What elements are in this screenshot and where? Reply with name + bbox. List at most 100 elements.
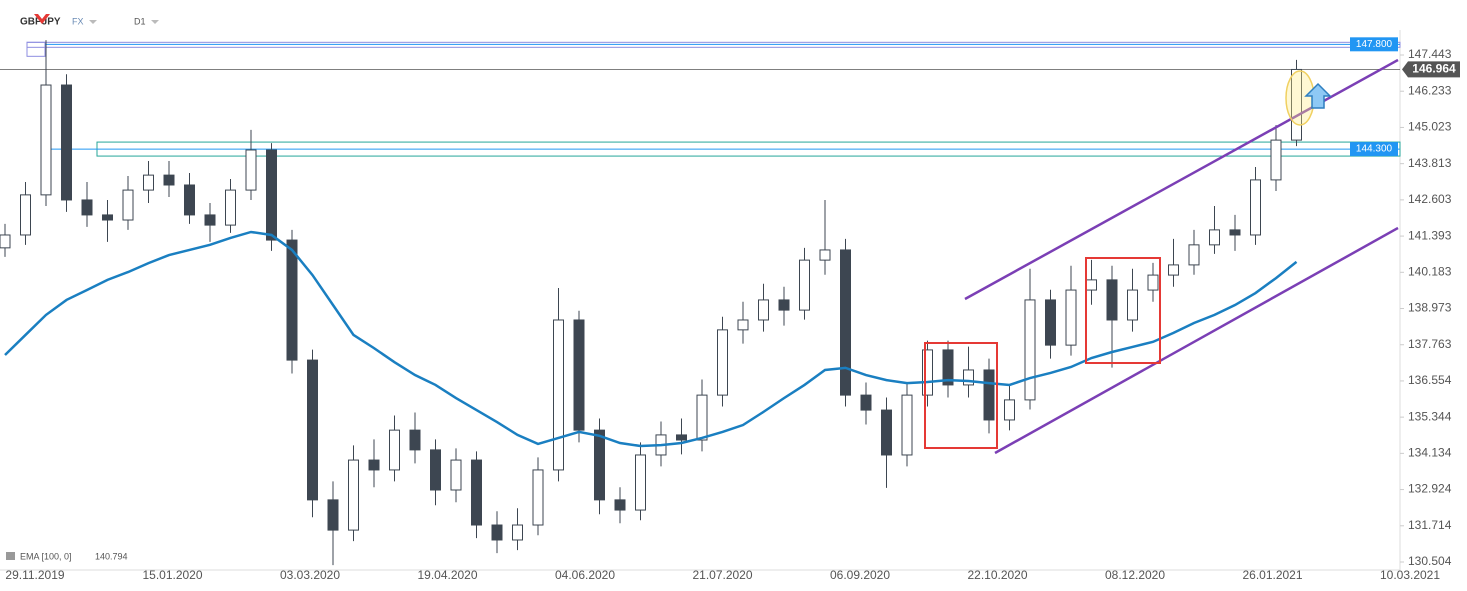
candle-body: [819, 249, 831, 261]
x-tick-label: 19.04.2020: [417, 568, 477, 582]
y-tick-label: 147.443: [1408, 47, 1452, 61]
candle-body: [327, 499, 339, 531]
dropdown[interactable]: [151, 20, 159, 24]
y-tick-label: 142.603: [1408, 192, 1452, 206]
highlight-box: [1085, 257, 1161, 364]
candle-body: [245, 149, 257, 191]
market[interactable]: FX: [72, 16, 84, 26]
candle-body: [1229, 229, 1241, 236]
candle-body: [594, 429, 605, 501]
x-tick-label: 06.09.2020: [830, 568, 890, 582]
x-tick-label: 26.01.2021: [1242, 568, 1302, 582]
candle-body: [1291, 68, 1302, 141]
x-tick-label: 29.11.2019: [5, 568, 64, 582]
level-tag-label: 144.300: [1356, 144, 1393, 155]
x-tick-label: 03.03.2020: [280, 568, 340, 582]
candle-body: [614, 499, 626, 511]
y-tick-label: 137.763: [1408, 337, 1452, 351]
candle-body: [717, 329, 728, 396]
candle-body: [389, 429, 400, 471]
highlight-box: [924, 342, 998, 449]
candle-body: [553, 319, 564, 471]
candle-body: [163, 174, 175, 186]
highlight-ellipse: [1285, 70, 1315, 126]
candle-body: [840, 249, 851, 396]
candle-body: [143, 174, 154, 191]
dropdown[interactable]: [89, 20, 97, 24]
candle-body: [1250, 179, 1261, 236]
candle-body: [0, 234, 11, 249]
candle-body: [635, 454, 646, 511]
candle-body: [1209, 229, 1220, 246]
y-tick-label: 136.554: [1408, 373, 1452, 387]
candle-body: [1127, 289, 1138, 321]
candle-body: [1106, 279, 1118, 321]
ema-legend-value: 140.794: [95, 551, 128, 561]
y-tick-label: 141.393: [1408, 228, 1452, 242]
down-marker: [34, 14, 50, 24]
candle-body: [61, 84, 72, 201]
plot: 147.443 146.233 145.023 143.813 142.603 141.3…: [0, 37, 1452, 582]
current-price-tag: [1402, 61, 1460, 78]
candle-body: [1065, 289, 1077, 346]
candle-body: [983, 369, 995, 421]
x-tick-label: 15.01.2020: [142, 568, 202, 582]
level-anchor: [26, 41, 46, 57]
candle-body: [122, 189, 134, 221]
candle-body: [102, 214, 113, 221]
y-tick-label: 130.504: [1408, 554, 1452, 568]
symbol[interactable]: GBPJPY: [20, 17, 61, 28]
candle-body: [799, 259, 810, 311]
timeframe[interactable]: D1: [134, 16, 146, 26]
current-price-label: 146.964: [1412, 62, 1456, 76]
candle-body: [696, 394, 708, 441]
x-tick-label: 21.07.2020: [692, 568, 752, 582]
candle-body: [1168, 264, 1179, 276]
level-tag: [1350, 37, 1398, 52]
candle-body: [860, 394, 872, 411]
x-tick-label: 04.06.2020: [555, 568, 615, 582]
candle-body: [40, 84, 52, 196]
x-tick-label: 10.03.2021: [1380, 568, 1440, 582]
indicator-icon[interactable]: [6, 552, 15, 560]
candle-body: [266, 149, 277, 241]
candle-body: [1188, 244, 1200, 266]
channel-upper: [964, 58, 1399, 301]
candle-body: [430, 449, 441, 491]
candle-body: [1270, 139, 1282, 181]
candle-body: [450, 459, 462, 491]
y-tick-label: 131.714: [1408, 518, 1452, 532]
candle-body: [225, 189, 236, 226]
up-arrow: [1304, 82, 1332, 109]
candle-body: [1086, 279, 1097, 291]
candle-body: [368, 459, 380, 471]
candle-body: [471, 459, 482, 526]
candle-body: [758, 299, 769, 321]
candle-body: [20, 194, 31, 236]
candle-body: [963, 369, 974, 386]
candle-body: [737, 319, 749, 331]
candle-body: [1147, 274, 1159, 291]
y-tick-label: 140.183: [1408, 264, 1452, 278]
x-tick-label: 08.12.2020: [1105, 568, 1165, 582]
y-tick-label: 143.813: [1408, 156, 1452, 170]
candle-body: [184, 184, 195, 216]
candle-body: [676, 434, 687, 441]
candle-body: [1024, 299, 1036, 401]
candle-body: [81, 199, 93, 216]
candle-body: [1045, 299, 1056, 346]
candle-body: [307, 359, 318, 501]
candle-body: [348, 459, 359, 531]
ema-legend-name: EMA [100, 0]: [20, 551, 72, 561]
candle-body: [901, 394, 913, 456]
candle-body: [512, 524, 523, 541]
y-tick-label: 135.344: [1408, 409, 1452, 423]
candle-body: [532, 469, 544, 526]
candle-body: [491, 524, 503, 541]
y-tick-label: 134.134: [1408, 446, 1452, 460]
candle-body: [881, 409, 892, 456]
y-tick-label: 132.924: [1408, 482, 1452, 496]
level-tag-label: 147.800: [1356, 39, 1393, 50]
